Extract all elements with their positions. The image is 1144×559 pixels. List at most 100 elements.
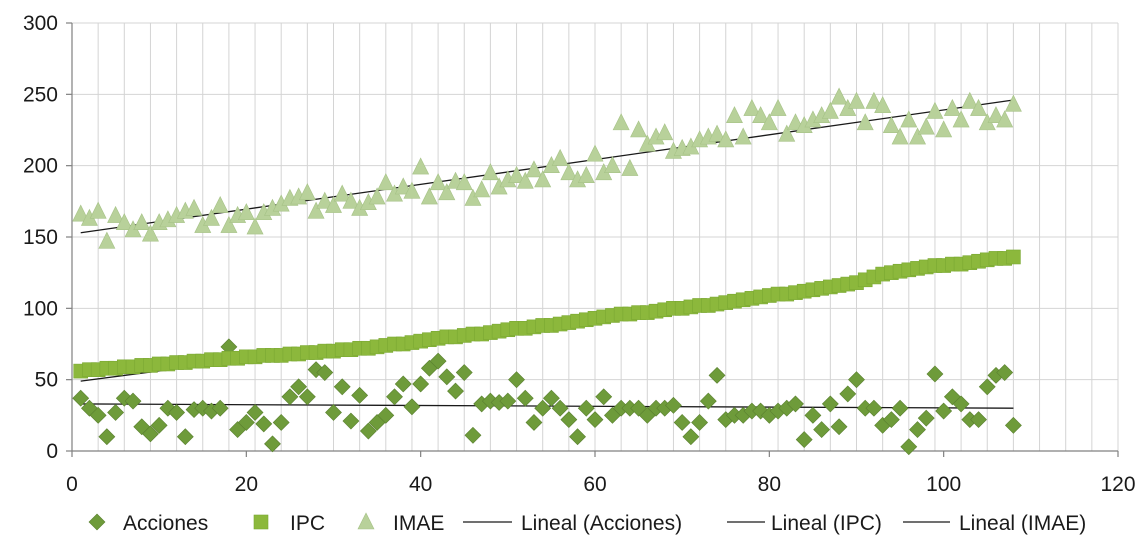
y-tick-label: 200: [23, 155, 58, 178]
imae-point: [865, 91, 883, 109]
acciones-point: [891, 399, 909, 417]
acciones-point: [577, 399, 595, 417]
imae-point: [560, 163, 578, 181]
imae-point: [98, 231, 116, 249]
imae-point: [368, 187, 386, 205]
imae-point: [455, 173, 473, 191]
ipc-point: [1006, 249, 1021, 265]
imae-point: [769, 98, 787, 116]
acciones-point: [926, 365, 944, 383]
acciones-point: [333, 378, 351, 396]
y-tick-label: 250: [23, 83, 58, 106]
imae-point: [630, 120, 648, 138]
acciones-point: [168, 404, 186, 421]
acciones-point: [516, 389, 534, 407]
imae-point: [298, 183, 316, 201]
acciones-point: [429, 352, 447, 370]
acciones-point: [708, 366, 726, 384]
imae-point: [316, 191, 334, 209]
imae-point: [141, 224, 159, 242]
acciones-point: [412, 375, 430, 393]
imae-point: [481, 163, 499, 181]
x-tick-label: 120: [1100, 473, 1135, 496]
imae-point: [900, 110, 918, 128]
legend-marker-square: [253, 514, 269, 530]
acciones-point: [176, 428, 194, 446]
acciones-point: [665, 396, 682, 414]
imae-point: [926, 101, 944, 119]
imae-point: [830, 87, 848, 105]
acciones-point: [978, 378, 996, 396]
imae-point: [412, 157, 430, 175]
acciones-point: [821, 395, 839, 413]
data-markers: [72, 87, 1022, 456]
x-tick-label: 80: [758, 473, 781, 496]
imae-point: [89, 201, 107, 219]
acciones-point: [377, 406, 395, 424]
x-tick-label: 0: [66, 473, 78, 496]
imae-point: [325, 195, 342, 213]
imae-point: [185, 198, 203, 216]
x-tick-label: 100: [926, 473, 961, 496]
imae-point: [874, 96, 892, 114]
legend-marker-diamond: [88, 513, 106, 531]
acciones-point: [272, 414, 290, 431]
acciones-point: [255, 415, 273, 433]
acciones-point: [691, 414, 709, 431]
acciones-point: [264, 435, 281, 453]
acciones-point: [107, 404, 125, 421]
acciones-point: [89, 406, 107, 424]
acciones-point: [124, 392, 142, 410]
imae-point: [342, 191, 360, 209]
legend-label-imae: IMAE: [393, 512, 444, 535]
imae-point: [72, 204, 90, 222]
acciones-point: [455, 364, 473, 381]
imae-point: [612, 113, 630, 131]
imae-point: [237, 203, 255, 221]
imae-point: [429, 173, 447, 191]
acciones-point: [1004, 416, 1022, 434]
acciones-point: [298, 388, 316, 406]
legend-label-lineal-ipc: Lineal (IPC): [771, 512, 882, 535]
imae-point: [734, 127, 752, 145]
imae-point: [464, 188, 482, 206]
legend: Acciones IPC IMAE Lineal (Acciones) Lineal (…: [88, 512, 1086, 535]
series-ipc: [73, 249, 1021, 379]
acciones-point: [865, 399, 883, 417]
imae-point: [943, 98, 961, 116]
acciones-point: [98, 428, 116, 446]
imae-point: [996, 110, 1014, 128]
imae-point: [420, 187, 438, 205]
acciones-point: [909, 421, 926, 439]
imae-point: [403, 181, 421, 199]
imae-point: [307, 201, 325, 219]
imae-point: [743, 98, 761, 116]
acciones-point: [848, 371, 865, 389]
imae-point: [970, 98, 988, 116]
acciones-point: [900, 438, 918, 456]
imae-point: [821, 101, 839, 119]
acciones-point: [952, 395, 970, 413]
acciones-point: [569, 428, 586, 446]
acciones-point: [150, 416, 168, 434]
acciones-point: [673, 414, 691, 431]
acciones-point: [325, 404, 342, 421]
acciones-point: [447, 382, 464, 400]
y-tick-label: 0: [46, 440, 58, 463]
imae-point: [394, 177, 412, 195]
acciones-point: [464, 426, 482, 444]
imae-point: [220, 215, 238, 233]
series-imae: [72, 87, 1022, 249]
acciones-point: [394, 375, 412, 393]
imae-point: [760, 113, 778, 131]
legend-marker-triangle: [357, 512, 375, 530]
imae-point: [882, 116, 900, 134]
acciones-point: [935, 402, 953, 420]
acciones-point: [72, 389, 90, 407]
imae-point: [935, 120, 953, 138]
acciones-point: [813, 421, 831, 439]
y-tick-label: 100: [23, 297, 58, 320]
imae-point: [987, 106, 1005, 124]
acciones-point: [386, 388, 403, 406]
